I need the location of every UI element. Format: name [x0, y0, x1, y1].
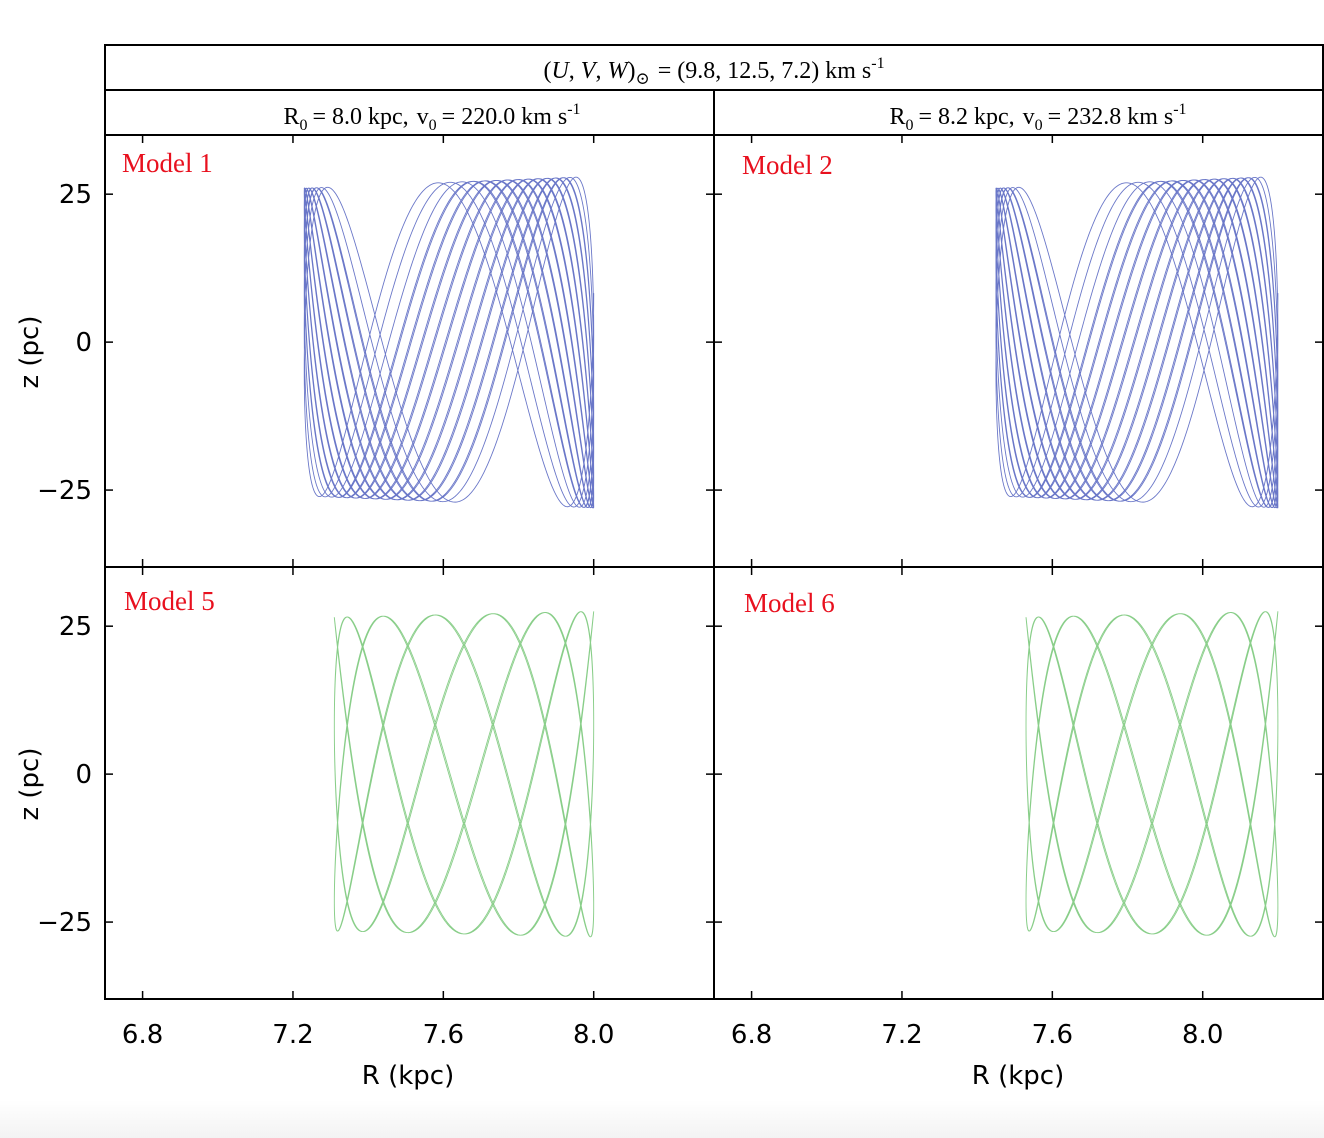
- x-axis-label-right: R (kpc): [972, 1061, 1064, 1091]
- y-axis-label-top: z (pc): [15, 316, 45, 389]
- y-tick-label: 0: [75, 328, 92, 358]
- panel-label-model-2: Model 2: [742, 150, 833, 180]
- orbit-trace-model-5: [333, 611, 595, 938]
- orbit-trace-model-2: [995, 176, 1279, 509]
- column-header-right: R0 = 8.2 kpc, v0 = 232.8 km s-1: [889, 101, 1186, 134]
- x-tick-label: 7.2: [272, 1020, 313, 1050]
- bottom-band: [0, 1100, 1324, 1138]
- orbit-trace-model-1: [303, 176, 595, 509]
- panel-label-model-1: Model 1: [122, 148, 213, 178]
- x-tick-label: 6.8: [731, 1020, 772, 1050]
- x-tick-label: 7.2: [881, 1020, 922, 1050]
- y-axis-label-bottom: z (pc): [15, 748, 45, 821]
- x-tick-label: 7.6: [1032, 1020, 1073, 1050]
- y-tick-label: −25: [37, 908, 92, 938]
- y-tick-label: 25: [59, 180, 92, 210]
- orbit-layer: [303, 176, 1279, 938]
- x-tick-label: 7.6: [423, 1020, 464, 1050]
- x-tick-label: 8.0: [1182, 1020, 1223, 1050]
- header-title: (U, V, W)⊙ = (9.8, 12.5, 7.2) km s-1: [543, 55, 884, 88]
- panel-label-model-6: Model 6: [744, 588, 835, 618]
- panel-label-model-5: Model 5: [124, 586, 215, 616]
- tick-layer: 25 0 −25 25 0 −25 6.8 7.2 7.6 8.0 6.8 7.2 7.6 8.0: [37, 135, 1323, 1050]
- orbit-trace-model-6: [1025, 611, 1279, 938]
- x-axis-label-left: R (kpc): [362, 1061, 454, 1091]
- x-tick-label: 6.8: [122, 1020, 163, 1050]
- x-tick-label: 8.0: [573, 1020, 614, 1050]
- sun-symbol: ⊙: [635, 69, 649, 88]
- frame: [104, 44, 1324, 1000]
- y-tick-label: 25: [59, 612, 92, 642]
- column-header-left: R0 = 8.0 kpc, v0 = 220.0 km s-1: [283, 101, 580, 134]
- y-tick-label: −25: [37, 476, 92, 506]
- y-tick-label: 0: [75, 760, 92, 790]
